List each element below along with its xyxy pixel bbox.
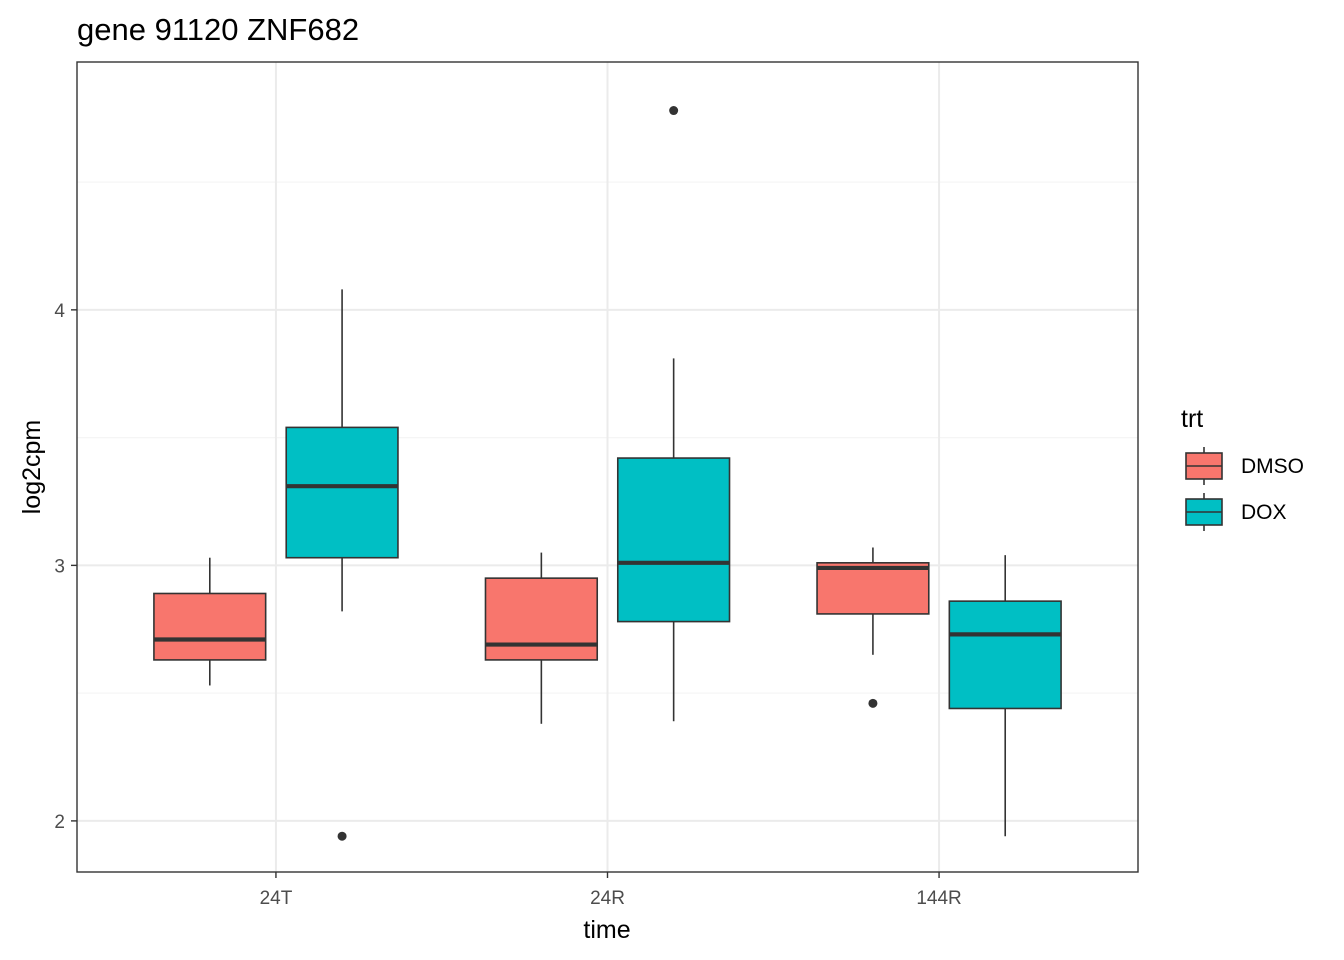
x-axis: 24T 24R 144R [260,872,962,909]
box-body [285,426,399,559]
y-tick-label: 2 [54,812,65,833]
x-tick-label: 24T [260,888,293,909]
box-dmso-24t [153,557,267,686]
box-body [616,457,731,623]
box-plots [153,106,1062,841]
x-tick-label: 144R [916,888,961,909]
legend: trt DMSO DOX [1181,405,1304,531]
y-axis: 2 3 4 [54,301,77,833]
box-dox-144r [948,555,1062,837]
y-axis-title: log2cpm [18,420,46,515]
box-dmso-24r [484,552,599,724]
y-tick-label: 3 [54,556,65,577]
legend-key-dmso [1185,447,1223,485]
legend-label-dmso: DMSO [1241,455,1304,478]
legend-key-dox [1185,493,1223,531]
box-body [484,577,599,661]
box-body [816,562,930,615]
chart-title: gene 91120 ZNF682 [77,12,359,47]
box-dox-24r [616,106,731,722]
box-body [948,600,1062,710]
outlier-point [337,831,347,841]
x-tick-label: 24R [590,888,625,909]
outlier-point [669,106,679,116]
box-body [153,592,267,661]
grid-lines [77,62,1138,872]
outlier-point [868,698,878,708]
box-dox-24t [285,289,399,841]
y-tick-label: 4 [54,301,65,322]
box-dmso-144r [816,547,930,708]
legend-title: trt [1181,405,1203,433]
legend-label-dox: DOX [1241,501,1287,524]
x-axis-title: time [583,916,630,944]
